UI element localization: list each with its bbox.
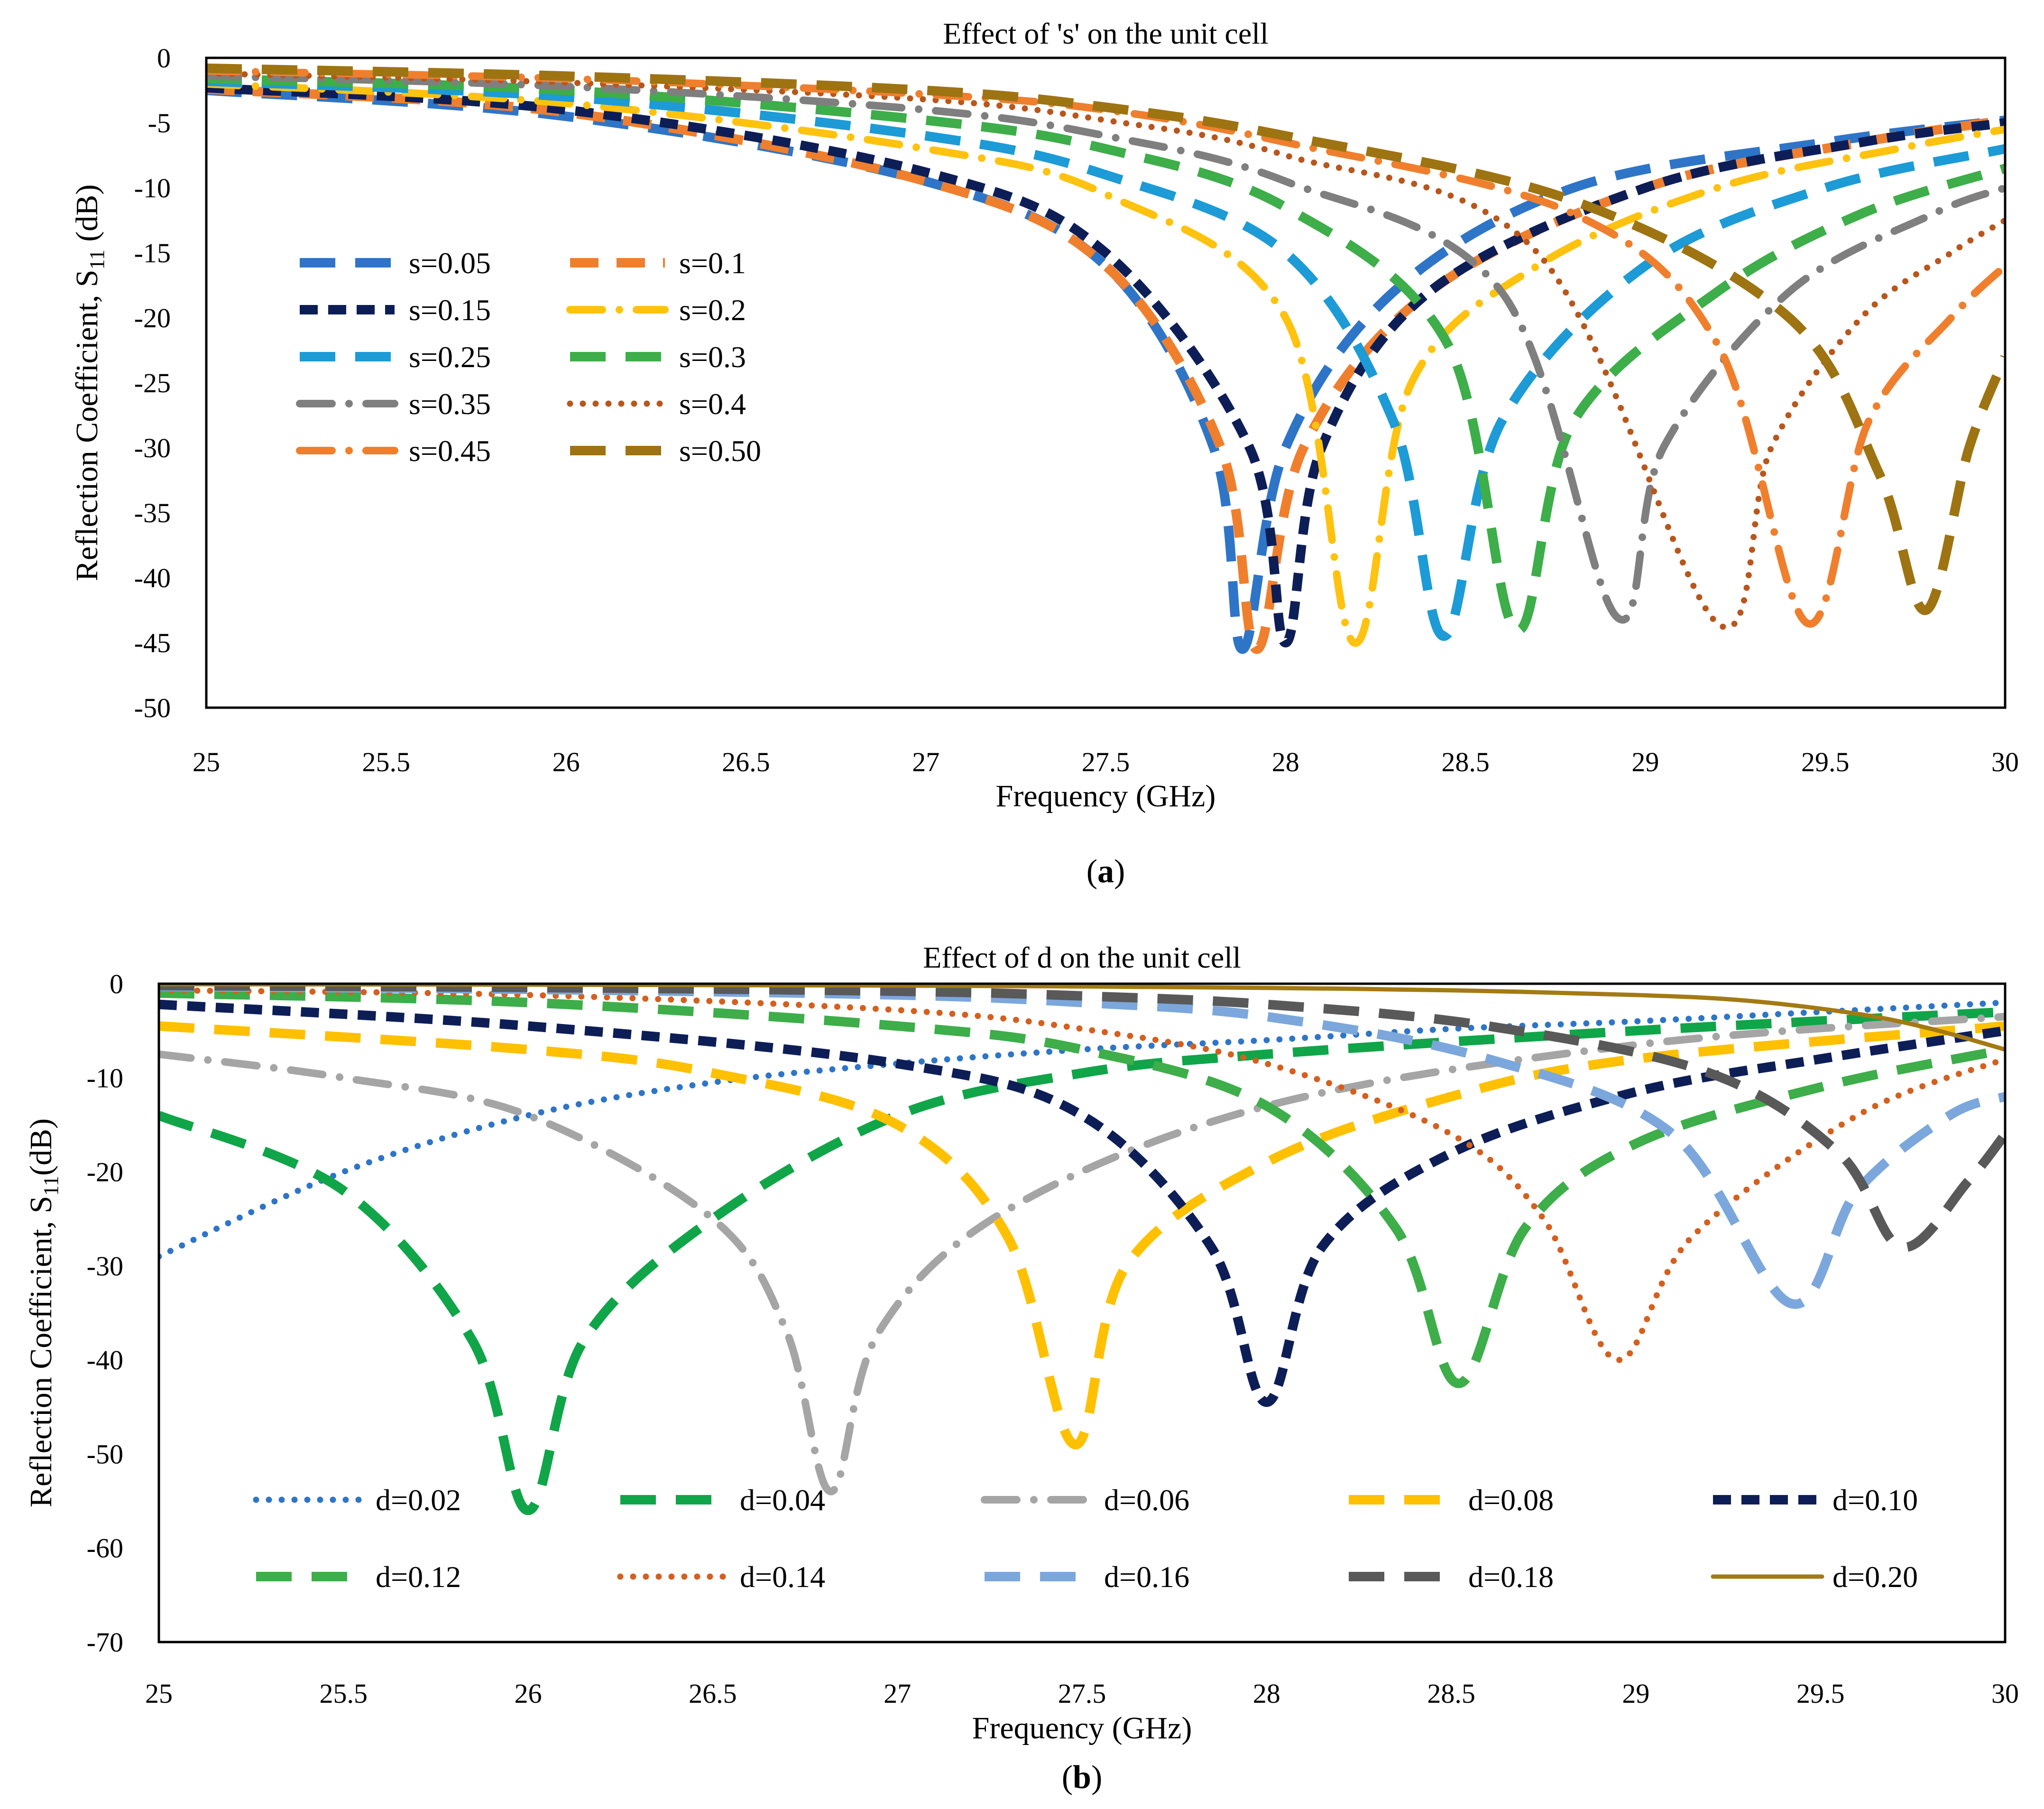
legend-entry-label: d=0.04 [740, 1483, 825, 1517]
series-line-s=0.45 [206, 67, 2005, 628]
y-tick-label: -20 [134, 303, 171, 333]
y-tick-label: -45 [134, 628, 171, 658]
x-tick-label: 29 [1631, 747, 1659, 777]
legend-entry-label: s=0.15 [409, 293, 491, 327]
legend-entry-label: s=0.3 [679, 340, 746, 374]
legend-entry-label: s=0.4 [679, 387, 746, 421]
y-tick-label: -5 [148, 108, 171, 138]
y-tick-label: 0 [110, 969, 123, 999]
y-axis-label: Reflection Coefficient, S11 (dB) [70, 185, 109, 581]
legend-entry-label: d=0.20 [1832, 1560, 1918, 1594]
legend-entry-label: d=0.02 [376, 1483, 461, 1517]
chart-a: Effect of 's' on the unit cell 25 25.5 26 26… [70, 17, 2019, 890]
x-tick-label: 28 [1272, 747, 1299, 777]
legend-entry-label: s=0.2 [679, 293, 746, 327]
series-line-d=0.14 [159, 987, 2005, 1363]
x-tick-label: 25 [145, 1678, 173, 1709]
series-line-d=0.02 [159, 999, 2005, 1260]
figure-caption: (b) [1062, 1759, 1103, 1796]
legend-entry-label: d=0.16 [1104, 1560, 1189, 1594]
x-tick-label: 28.5 [1427, 1678, 1475, 1709]
series-line-d=0.06 [159, 1013, 2005, 1495]
series-line-s=0.50 [206, 63, 2005, 615]
legend: d=0.02 d=0.04 d=0.06 d=0.08 d=0.10 d=0.12 d=0.… [253, 1483, 1918, 1594]
y-tick-label: -50 [87, 1439, 123, 1469]
x-tick-label: 26.5 [689, 1678, 737, 1709]
y-tick-label: 0 [157, 43, 171, 74]
chart-title: Effect of 's' on the unit cell [943, 17, 1269, 50]
series-line-s=0.3 [206, 74, 2005, 636]
y-tick-label: -10 [134, 173, 171, 203]
legend-entry-label: s=0.45 [409, 434, 491, 468]
x-tick-label: 25.5 [362, 747, 411, 777]
x-tick-label: 27.5 [1058, 1678, 1106, 1709]
chart-title: Effect of d on the unit cell [923, 941, 1241, 974]
y-tick-label: -70 [87, 1627, 123, 1658]
x-tick-label: 28.5 [1441, 747, 1490, 777]
x-axis-label: Frequency (GHz) [996, 779, 1216, 813]
x-tick-label: 27 [884, 1678, 911, 1709]
series-line-d=0.18 [159, 984, 2005, 1252]
legend-entry-label: s=0.05 [409, 246, 491, 280]
y-tick-label: -60 [87, 1533, 123, 1564]
legend-entry-label: s=0.1 [679, 246, 746, 280]
series-line-s=0.1 [206, 84, 2005, 654]
x-tick-label: 29.5 [1801, 747, 1850, 777]
y-axis-label: Reflection Coefficient, S11(dB) [24, 1118, 63, 1507]
legend-entry-label: s=0.25 [409, 340, 491, 374]
series-line-d=0.12 [159, 988, 2005, 1388]
x-tick-label: 26.5 [722, 747, 770, 777]
x-tick-label: 26 [552, 747, 580, 777]
series-line-d=0.04 [159, 1007, 2005, 1515]
legend: s=0.05 s=0.1 s=0.15 s=0.2 s=0.25 s=0.3 s=0.35 s… [296, 246, 761, 468]
series-group [206, 63, 2005, 654]
y-tick-label: -50 [134, 692, 171, 723]
series-line-d=0.16 [159, 984, 2005, 1309]
figure-caption: (a) [1086, 853, 1125, 890]
x-tick-label: 27 [912, 747, 939, 777]
legend-entry-label: d=0.10 [1832, 1483, 1918, 1517]
x-tick-label: 27.5 [1082, 747, 1130, 777]
legend-entry-label: d=0.12 [376, 1560, 461, 1594]
series-line-d=0.10 [159, 999, 2005, 1407]
x-tick-label: 25 [193, 747, 220, 777]
x-tick-label: 29 [1622, 1678, 1649, 1709]
x-tick-label: 25.5 [320, 1678, 368, 1709]
legend-entry-label: s=0.35 [409, 387, 491, 421]
y-tick-label: -10 [87, 1062, 123, 1093]
y-tick-label: -15 [134, 238, 171, 268]
y-tick-label: -30 [134, 433, 171, 463]
series-line-s=0.35 [206, 72, 2005, 624]
y-tick-label: -30 [87, 1251, 123, 1282]
x-tick-label: 28 [1253, 1678, 1280, 1709]
plot-area [205, 56, 2007, 709]
legend-entry-label: s=0.50 [679, 434, 761, 468]
y-tick-label: -25 [134, 368, 171, 398]
y-tick-label: -35 [134, 498, 171, 528]
y-tick-label: -40 [134, 563, 171, 593]
legend-entry-label: d=0.14 [740, 1560, 825, 1594]
x-tick-label: 26 [515, 1678, 542, 1709]
y-tick-label: -20 [87, 1157, 123, 1188]
series-line-s=0.05 [206, 85, 2005, 654]
series-line-d=0.08 [159, 1021, 2005, 1449]
legend-entry-label: d=0.06 [1104, 1483, 1189, 1517]
x-tick-label: 30 [1991, 1678, 2019, 1709]
x-axis-label: Frequency (GHz) [972, 1711, 1192, 1745]
legend-entry-label: d=0.18 [1468, 1560, 1554, 1594]
y-tick-label: -40 [87, 1345, 123, 1375]
x-tick-label: 29.5 [1796, 1678, 1845, 1709]
x-tick-label: 30 [1991, 747, 2019, 777]
series-group [159, 984, 2005, 1515]
plot-area [157, 982, 2007, 1643]
chart-b: Effect of d on the unit cell 25 25.5 26 26.5… [24, 941, 2019, 1796]
legend-entry-label: d=0.08 [1468, 1483, 1554, 1517]
